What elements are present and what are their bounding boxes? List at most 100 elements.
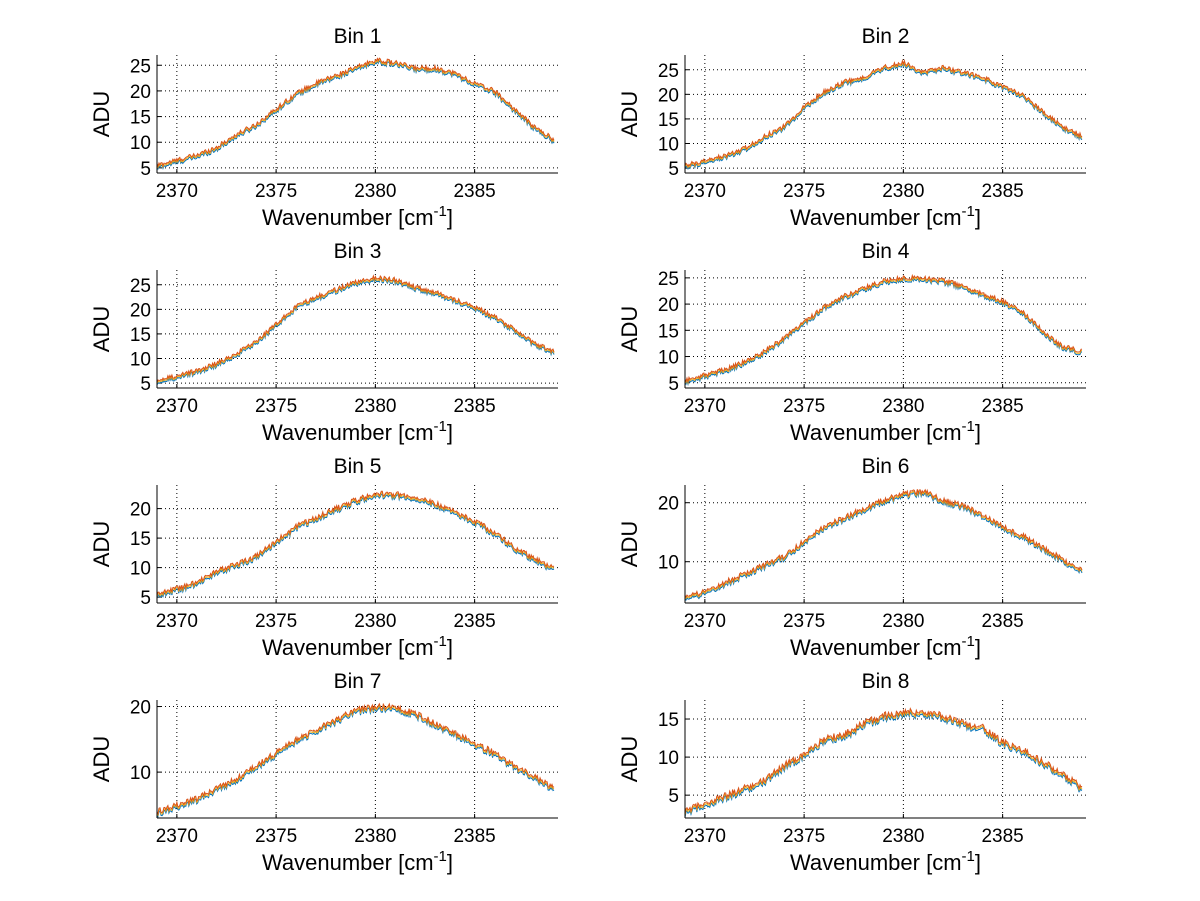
- x-tick-label: 2380: [882, 396, 924, 417]
- x-tick-label: 2375: [255, 826, 297, 847]
- subplot-7: Bin 7 2370 2375 2380 2385 10 20 ADU Wavenumber […: [89, 670, 558, 875]
- y-axis-label: ADU: [89, 91, 114, 137]
- series-orange: [156, 490, 555, 596]
- y-tick-label: 20: [658, 85, 679, 106]
- x-axis-label: Wavenumber [cm-1]: [262, 203, 453, 230]
- x-tick-label: 2380: [354, 181, 396, 202]
- series-yellow: [156, 703, 555, 817]
- x-axis-label: Wavenumber [cm-1]: [262, 848, 453, 875]
- series-orange: [156, 274, 555, 383]
- y-tick-label: 25: [658, 269, 679, 290]
- subplot-6: Bin 6 2370 2375 2380 2385 10 20 ADU Wavenumber […: [617, 455, 1086, 660]
- y-axis-label: ADU: [89, 306, 114, 352]
- y-axis-label: ADU: [89, 521, 114, 567]
- y-tick-label: 20: [130, 300, 151, 321]
- x-tick-label: 2375: [783, 826, 825, 847]
- x-tick-label: 2385: [453, 826, 495, 847]
- subplot-title: Bin 3: [334, 240, 382, 263]
- x-axis-label: Wavenumber [cm-1]: [262, 633, 453, 660]
- y-tick-label: 20: [658, 295, 679, 316]
- series-yellow: [684, 708, 1083, 816]
- series-orange: [684, 58, 1083, 168]
- series-orange: [156, 702, 555, 816]
- x-tick-label: 2370: [684, 611, 726, 632]
- x-tick-label: 2370: [684, 826, 726, 847]
- series-blue: [684, 276, 1083, 387]
- series-blue: [156, 276, 555, 386]
- x-tick-label: 2370: [156, 611, 198, 632]
- y-tick-label: 15: [658, 710, 679, 731]
- x-axis-label: Wavenumber [cm-1]: [790, 418, 981, 445]
- y-tick-label: 20: [130, 500, 151, 521]
- y-tick-label: 15: [130, 529, 151, 550]
- y-tick-label: 20: [658, 494, 679, 515]
- y-axis-label: ADU: [89, 736, 114, 782]
- x-tick-label: 2370: [684, 396, 726, 417]
- x-tick-label: 2385: [981, 181, 1023, 202]
- y-tick-label: 25: [130, 56, 151, 77]
- y-tick-label: 5: [668, 374, 679, 395]
- y-axis-label: ADU: [617, 521, 642, 567]
- y-tick-label: 15: [658, 110, 679, 131]
- y-tick-label: 10: [130, 350, 151, 371]
- series-orange: [156, 57, 555, 168]
- subplot-title: Bin 5: [334, 455, 382, 478]
- subplot-title: Bin 2: [862, 25, 910, 48]
- y-tick-label: 5: [668, 786, 679, 807]
- x-tick-label: 2370: [156, 396, 198, 417]
- subplot-5: Bin 5 2370 2375 2380 2385 5 10 15 20 ADU Wavenumbe…: [89, 455, 558, 660]
- y-tick-label: 10: [658, 348, 679, 369]
- x-tick-label: 2385: [453, 396, 495, 417]
- x-tick-label: 2380: [882, 611, 924, 632]
- series-yellow: [156, 492, 555, 598]
- y-tick-label: 5: [668, 159, 679, 180]
- y-tick-label: 10: [658, 135, 679, 156]
- y-tick-label: 10: [130, 559, 151, 580]
- x-tick-label: 2375: [255, 611, 297, 632]
- x-tick-label: 2375: [783, 396, 825, 417]
- series-blue: [684, 491, 1083, 602]
- x-tick-label: 2385: [981, 611, 1023, 632]
- series-orange: [684, 488, 1083, 599]
- x-tick-label: 2385: [453, 611, 495, 632]
- x-tick-label: 2380: [354, 826, 396, 847]
- y-tick-label: 5: [140, 374, 151, 395]
- y-axis-label: ADU: [617, 91, 642, 137]
- y-tick-label: 5: [140, 588, 151, 609]
- series-yellow: [156, 58, 555, 169]
- y-tick-label: 20: [130, 82, 151, 103]
- y-tick-label: 15: [130, 108, 151, 129]
- x-tick-label: 2370: [684, 181, 726, 202]
- x-tick-label: 2380: [882, 181, 924, 202]
- x-tick-label: 2375: [255, 181, 297, 202]
- series-yellow: [684, 490, 1083, 600]
- y-axis-label: ADU: [617, 306, 642, 352]
- y-tick-label: 10: [658, 748, 679, 769]
- subplot-8: Bin 8 2370 2375 2380 2385 5 10 15 ADU Wavenumber …: [617, 670, 1086, 875]
- subplot-title: Bin 1: [334, 25, 382, 48]
- x-tick-label: 2380: [354, 396, 396, 417]
- series-blue: [156, 493, 555, 599]
- series-orange: [684, 273, 1083, 384]
- y-tick-label: 15: [130, 325, 151, 346]
- x-tick-label: 2380: [354, 611, 396, 632]
- y-tick-label: 10: [130, 763, 151, 784]
- x-tick-label: 2385: [981, 826, 1023, 847]
- y-tick-label: 15: [658, 321, 679, 342]
- y-tick-label: 10: [658, 553, 679, 574]
- subplot-1: Bin 1 2370 2375 2380 2385 5 10 15 20 25 ADU Wavenum…: [89, 25, 558, 230]
- x-tick-label: 2370: [156, 826, 198, 847]
- x-axis-label: Wavenumber [cm-1]: [262, 418, 453, 445]
- x-axis-label: Wavenumber [cm-1]: [790, 633, 981, 660]
- subplot-4: Bin 4 2370 2375 2380 2385 5 10 15 20 25 ADU Wavenum…: [617, 240, 1086, 445]
- series-blue: [156, 60, 555, 171]
- series-yellow: [684, 60, 1083, 169]
- subplot-2: Bin 2 2370 2375 2380 2385 5 10 15 20 25 ADU Wavenum…: [617, 25, 1086, 230]
- subplot-title: Bin 8: [862, 670, 910, 693]
- series-blue: [684, 710, 1083, 818]
- x-tick-label: 2385: [981, 396, 1023, 417]
- y-axis-label: ADU: [617, 736, 642, 782]
- x-tick-label: 2370: [156, 181, 198, 202]
- y-tick-label: 5: [140, 159, 151, 180]
